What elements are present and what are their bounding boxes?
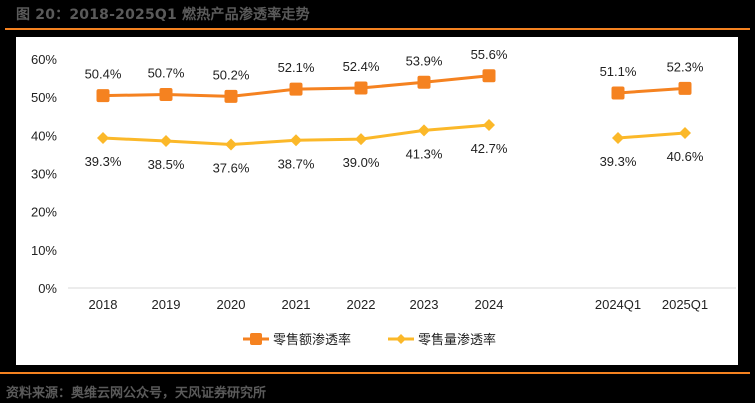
line-chart: 0% 10% 20% 30% 40% 50% 60% 2018 2019 2020 2021 2022… (31, 47, 736, 347)
series-line (617, 131, 686, 140)
legend-label: 零售额渗透率 (273, 332, 351, 347)
y-tick-label: 40% (31, 128, 57, 143)
data-label: 55.6% (471, 47, 508, 62)
data-label: 40.6% (667, 149, 704, 164)
y-tick-label: 20% (31, 205, 57, 220)
x-tick-label: 2024Q1 (595, 297, 641, 312)
data-label: 51.1% (600, 64, 637, 79)
square-marker (289, 82, 303, 96)
x-tick-label: 2020 (217, 297, 246, 312)
diamond-marker (612, 132, 624, 145)
x-tick-label: 2018 (89, 297, 118, 312)
square-marker (354, 81, 368, 95)
diamond-marker (97, 132, 109, 145)
y-tick-label: 30% (31, 167, 57, 182)
diamond-marker (225, 138, 237, 151)
x-tick-label: 2025Q1 (662, 297, 708, 312)
data-label: 50.7% (148, 65, 185, 80)
square-marker (224, 89, 238, 103)
x-tick-label: 2024 (475, 297, 504, 312)
square-marker (159, 87, 173, 101)
square-marker (417, 75, 431, 89)
x-tick-label: 2019 (152, 297, 181, 312)
data-label: 52.1% (278, 60, 315, 75)
diamond-marker (418, 124, 430, 137)
figure-title: 图 20：2018-2025Q1 燃热产品渗透率走势 (16, 7, 310, 23)
data-label: 52.3% (667, 59, 704, 74)
diamond-marker (290, 134, 302, 147)
data-label: 39.0% (343, 155, 380, 170)
data-label: 50.4% (85, 67, 122, 82)
data-label: 39.3% (600, 154, 637, 169)
y-tick-label: 0% (38, 281, 57, 296)
square-marker (482, 69, 496, 83)
data-label: 42.7% (471, 141, 508, 156)
series-line (617, 86, 686, 95)
y-tick-label: 60% (31, 52, 57, 67)
legend-label: 零售量渗透率 (418, 332, 496, 347)
data-label: 38.7% (278, 156, 315, 171)
legend-square-icon (250, 333, 262, 345)
data-label: 39.3% (85, 154, 122, 169)
data-label: 38.5% (148, 157, 185, 172)
square-marker (96, 89, 110, 103)
data-label: 37.6% (213, 160, 250, 175)
chart-panel: 0% 10% 20% 30% 40% 50% 60% 2018 2019 2020 2021 2022… (16, 37, 738, 365)
x-tick-label: 2023 (410, 297, 439, 312)
y-tick-label: 50% (31, 90, 57, 105)
y-tick-label: 10% (31, 243, 57, 258)
legend-diamond-icon (396, 334, 406, 344)
bottom-divider (0, 372, 750, 374)
square-marker (611, 86, 625, 100)
data-label: 50.2% (213, 67, 250, 82)
top-divider (5, 28, 750, 30)
square-marker (678, 81, 692, 95)
diamond-marker (160, 135, 172, 148)
diamond-marker (355, 133, 367, 146)
data-label: 53.9% (406, 53, 443, 68)
diamond-marker (483, 119, 495, 132)
diamond-marker (679, 127, 691, 140)
source-note: 资料来源：奥维云网公众号，天风证券研究所 (6, 386, 267, 401)
x-tick-label: 2022 (347, 297, 376, 312)
data-label: 41.3% (406, 146, 443, 161)
data-label: 52.4% (343, 59, 380, 74)
x-tick-label: 2021 (282, 297, 311, 312)
